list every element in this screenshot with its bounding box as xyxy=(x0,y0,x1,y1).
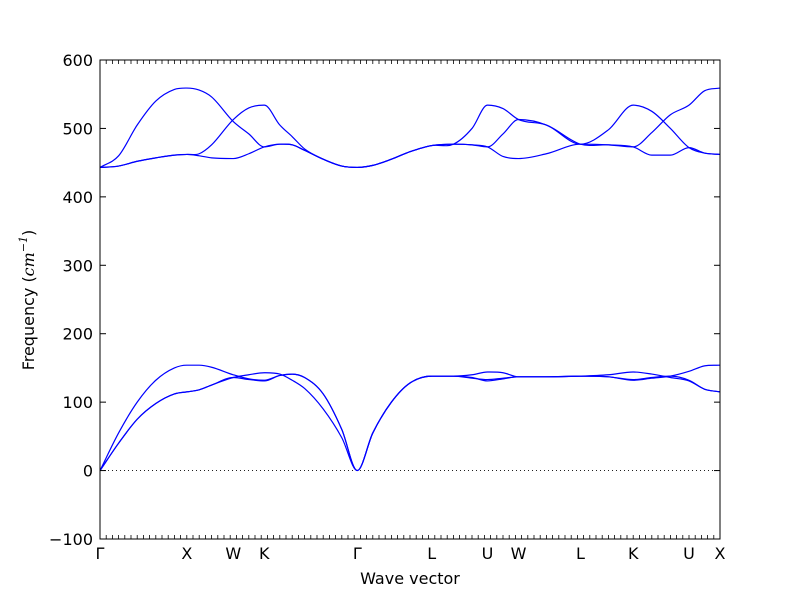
y-tick-label: 400 xyxy=(62,188,93,207)
x-tick-label: W xyxy=(511,544,527,563)
band-line-3 xyxy=(99,373,721,472)
x-tick-label: X xyxy=(715,544,726,563)
y-tick-label: 0 xyxy=(83,462,93,481)
x-tick-label: U xyxy=(482,544,494,563)
y-tick-label: 600 xyxy=(62,51,93,70)
x-tick-label: Γ xyxy=(96,544,105,563)
y-tick-label: 500 xyxy=(62,119,93,138)
x-tick-label: K xyxy=(259,544,270,563)
x-tick-label: W xyxy=(225,544,241,563)
band-line-6 xyxy=(99,143,721,169)
x-axis-label: Wave vector xyxy=(360,569,460,588)
y-tick-label: 200 xyxy=(62,325,93,344)
band-line-1 xyxy=(99,364,721,472)
y-axis-label-suffix: ) xyxy=(19,230,38,236)
band-line-5 xyxy=(99,87,721,169)
y-axis-label-prefix: Frequency ( xyxy=(19,276,38,370)
x-tick-label: K xyxy=(628,544,639,563)
x-tick-label: Γ xyxy=(353,544,362,563)
y-tick-label: 100 xyxy=(62,393,93,412)
plot-area xyxy=(99,87,721,472)
x-tick-label: X xyxy=(181,544,192,563)
y-axis-label: Frequency (cm−1) xyxy=(17,230,38,371)
x-tick-label: U xyxy=(683,544,695,563)
axes-frame xyxy=(99,59,721,540)
band-line-2 xyxy=(99,371,721,472)
y-tick-label: 300 xyxy=(62,256,93,275)
y-axis-label-math: cm xyxy=(19,252,38,276)
x-tick-label: L xyxy=(576,544,585,563)
x-tick-label: L xyxy=(427,544,436,563)
y-tick-label: −100 xyxy=(49,530,93,549)
y-axis-label-superscript: −1 xyxy=(17,236,30,252)
